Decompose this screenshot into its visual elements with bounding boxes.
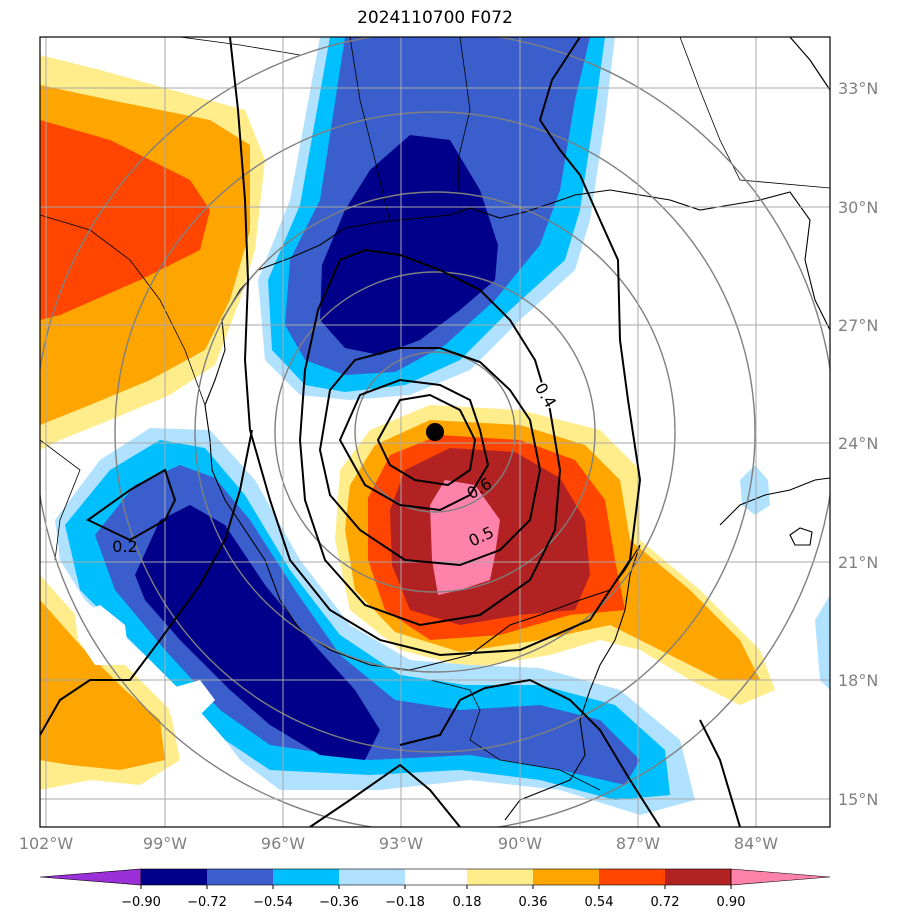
contour-label-0p4: 0.4 <box>531 379 560 411</box>
contour-outer <box>229 37 642 657</box>
field-lightblue-east1 <box>740 465 770 515</box>
lon-tick-87: 87°W <box>616 834 660 853</box>
contour-0p5 <box>318 347 542 567</box>
contour-inner <box>376 393 477 487</box>
lon-tick-84: 84°W <box>734 834 778 853</box>
colorbar: −0.90 −0.72 −0.54 −0.36 −0.18 0.18 0.36 … <box>39 868 831 910</box>
colorbar-tick-6: 0.18 <box>453 895 482 910</box>
contour-s1 <box>309 763 461 827</box>
mexico-interior-border <box>40 439 81 561</box>
colorbar-tick-10: 0.90 <box>717 895 746 910</box>
cuba-coast <box>719 477 830 526</box>
lat-tick-33: 33°N <box>838 79 878 98</box>
range-ring-1 <box>354 351 516 513</box>
contour-label-0p2: 0.2 <box>112 537 137 556</box>
field-navy-south <box>135 505 380 760</box>
lon-tick-90: 90°W <box>498 834 542 853</box>
yucatan-coast <box>504 544 641 821</box>
contours <box>40 37 741 827</box>
map-frame <box>39 36 831 828</box>
colorbar-extend-left <box>39 868 142 886</box>
field-navy-north <box>320 135 498 355</box>
colorbar-cell-6 <box>467 869 533 885</box>
lat-tick-21: 21°N <box>838 553 878 572</box>
lat-tick-24: 24°N <box>838 434 878 453</box>
lat-tick-18: 18°N <box>838 671 878 690</box>
field-pink-central <box>430 480 500 595</box>
us-state-border-3 <box>679 37 830 189</box>
colorbar-cell-1 <box>141 869 207 885</box>
storm-center-marker <box>426 423 444 441</box>
colorbar-cell-3 <box>273 869 339 885</box>
lat-tick-30: 30°N <box>838 198 878 217</box>
colorbar-tick-5: −0.18 <box>385 895 425 910</box>
lon-tick-96: 96°W <box>261 834 305 853</box>
lon-tick-93: 93°W <box>379 834 423 853</box>
colorbar-tick-1: −0.90 <box>121 895 161 910</box>
us-state-border-2 <box>349 37 391 223</box>
colorbar-tick-9: 0.72 <box>651 895 680 910</box>
range-ring-3 <box>194 191 676 673</box>
lat-tick-15: 15°N <box>838 790 878 809</box>
field-orange-sw <box>40 600 165 770</box>
colorbar-cell-2 <box>207 869 273 885</box>
lon-ticks: 102°W 99°W 96°W 93°W 90°W 87°W 84°W <box>19 834 778 853</box>
colorbar-cell-9 <box>665 869 731 885</box>
field-white-hole-s <box>165 680 215 720</box>
us-state-border-1 <box>457 37 471 216</box>
field-lightblue-east2 <box>815 595 830 690</box>
central-america-border <box>429 679 601 791</box>
range-ring-4 <box>114 111 756 753</box>
filled-field <box>40 37 830 815</box>
field-white-hole-sw <box>75 605 130 665</box>
gridlines <box>40 37 830 827</box>
east-coast <box>789 37 830 91</box>
contour-0p6 <box>338 378 490 512</box>
colorbar-cell-5 <box>405 869 467 885</box>
colorbar-cell-4 <box>339 869 405 885</box>
colorbar-extend-right <box>730 868 831 886</box>
contour-0p2-left <box>40 429 253 736</box>
contour-0p2-box <box>86 468 177 542</box>
colorbar-tick-2: −0.72 <box>187 895 227 910</box>
colorbar-tick-8: 0.54 <box>585 895 614 910</box>
lat-tick-27: 27°N <box>838 316 878 335</box>
contour-s2 <box>399 678 661 827</box>
range-rings <box>40 37 830 827</box>
us-state-border-4 <box>179 37 301 56</box>
range-ring-2 <box>274 271 596 593</box>
colorbar-cell-7 <box>533 869 599 885</box>
contour-e <box>699 719 741 827</box>
colorbar-cell-8 <box>599 869 665 885</box>
lon-tick-99: 99°W <box>143 834 187 853</box>
lat-ticks: 33°N 30°N 27°N 24°N 21°N 18°N 15°N <box>838 79 878 809</box>
isle-youth <box>789 527 813 546</box>
lon-tick-102: 102°W <box>19 834 74 853</box>
colorbar-tick-7: 0.36 <box>519 895 548 910</box>
field-red-west <box>40 120 210 320</box>
colorbar-tick-4: −0.36 <box>319 895 359 910</box>
mexico-border <box>40 214 206 406</box>
map-title: 2024110700 F072 <box>357 8 513 28</box>
colorbar-tick-3: −0.54 <box>253 895 293 910</box>
